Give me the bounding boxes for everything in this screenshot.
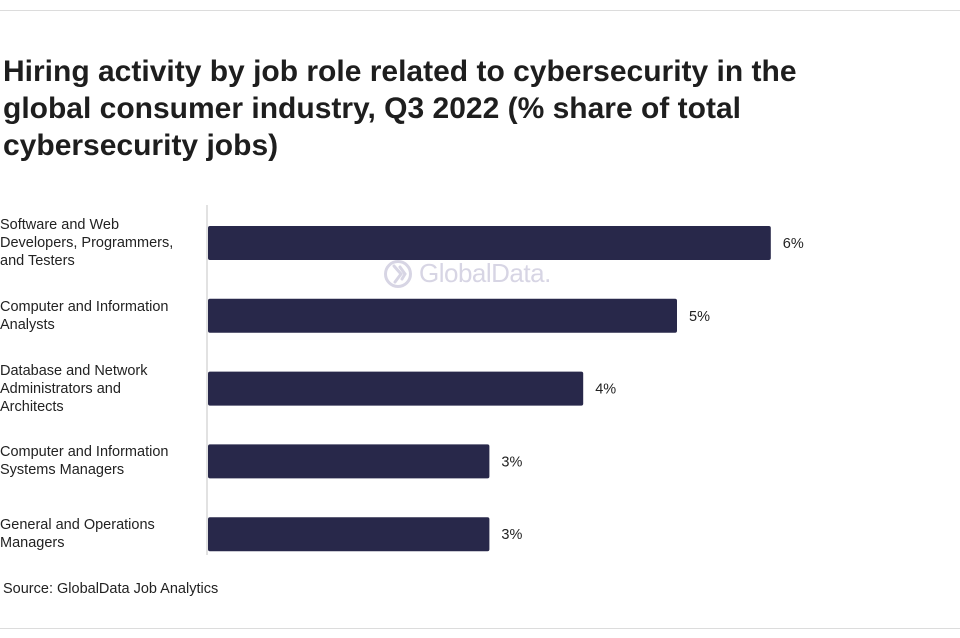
category-label-line: Database and Network bbox=[0, 362, 148, 379]
category-label-line: Systems Managers bbox=[0, 462, 125, 479]
category-label: General and Operations Managers bbox=[0, 516, 195, 552]
bar bbox=[208, 444, 490, 479]
watermark: GlobalData. bbox=[383, 258, 551, 289]
bar bbox=[208, 226, 771, 260]
chart-title: Hiring activity by job role related to c… bbox=[3, 55, 797, 162]
category-label-line: Computer and Information bbox=[0, 298, 169, 315]
category-label-line: Administrators and bbox=[0, 380, 121, 397]
category-label: Software and Web Developers, Programmers,… bbox=[0, 216, 195, 270]
globaldata-logo-icon bbox=[384, 259, 412, 288]
bar bbox=[208, 298, 677, 333]
chart-plot-area: 6% 5% 4% 3% 3% bbox=[206, 205, 804, 555]
bar bbox=[208, 371, 584, 406]
category-label-line: and Testers bbox=[0, 253, 75, 269]
category-label: Computer and Information Analysts bbox=[0, 298, 195, 334]
category-label: Computer and Information Systems Managers bbox=[0, 443, 195, 479]
category-label-line: Developers, Programmers, bbox=[0, 235, 174, 251]
bar-chart: 6% 5% 4% 3% 3% Software and Web Developers, P… bbox=[0, 195, 960, 565]
bar-value-label: 5% bbox=[689, 309, 710, 325]
category-label-line: Software and Web bbox=[0, 217, 120, 233]
bar-value-label: 6% bbox=[783, 236, 804, 252]
category-label-line: Managers bbox=[0, 535, 65, 552]
bar-value-label: 3% bbox=[501, 527, 522, 543]
source-note: Source: GlobalData Job Analytics bbox=[3, 581, 219, 597]
bottom-divider bbox=[0, 628, 960, 629]
bar bbox=[208, 517, 490, 552]
bar-value-label: 3% bbox=[501, 454, 522, 470]
top-divider bbox=[0, 10, 960, 11]
category-label-line: Architects bbox=[0, 398, 64, 415]
category-label-line: General and Operations bbox=[0, 517, 155, 534]
watermark-text: GlobalData. bbox=[419, 258, 551, 288]
category-label-line: Computer and Information bbox=[0, 444, 169, 461]
category-label-line: Analysts bbox=[0, 316, 55, 333]
bar-value-label: 4% bbox=[595, 382, 616, 398]
category-label: Database and Network Administrators and Ar… bbox=[0, 362, 195, 416]
